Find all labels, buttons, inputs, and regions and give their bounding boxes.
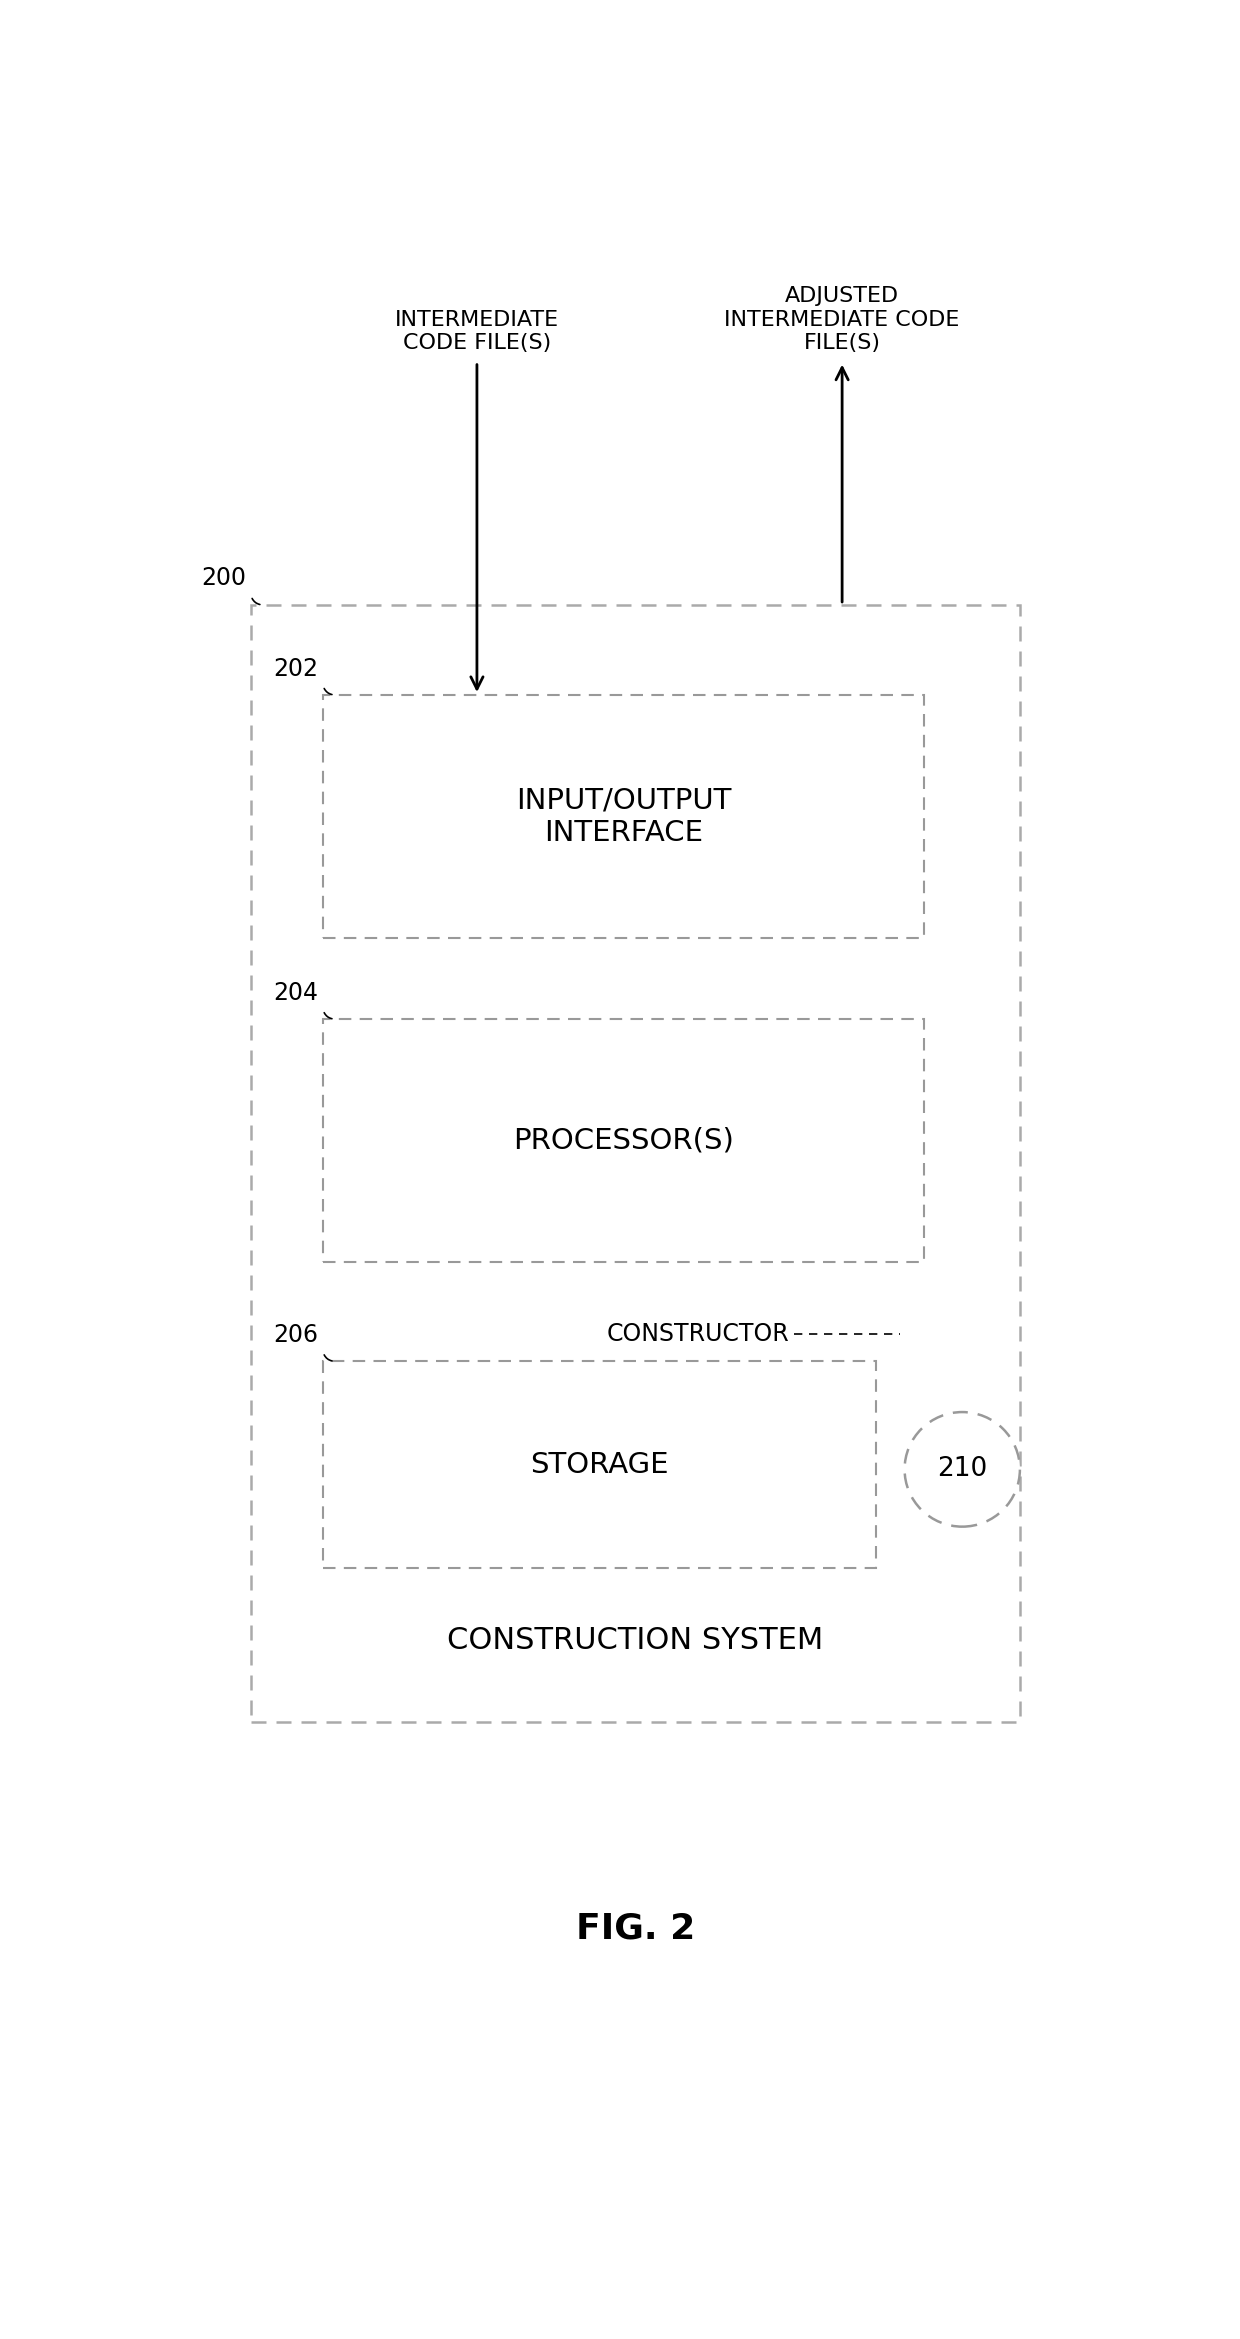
Text: PROCESSOR(S): PROCESSOR(S) bbox=[513, 1127, 734, 1155]
Text: CONSTRUCTOR: CONSTRUCTOR bbox=[606, 1322, 789, 1347]
Bar bbox=[324, 1361, 875, 1569]
Bar bbox=[250, 606, 1021, 1722]
Text: 200: 200 bbox=[201, 566, 247, 589]
Text: CONSTRUCTION SYSTEM: CONSTRUCTION SYSTEM bbox=[448, 1626, 823, 1656]
Text: 206: 206 bbox=[273, 1324, 319, 1347]
Text: ADJUSTED
INTERMEDIATE CODE
FILE(S): ADJUSTED INTERMEDIATE CODE FILE(S) bbox=[724, 285, 960, 353]
Bar bbox=[324, 695, 924, 938]
Text: 202: 202 bbox=[273, 657, 319, 681]
Text: 204: 204 bbox=[273, 980, 319, 1006]
Text: STORAGE: STORAGE bbox=[531, 1450, 668, 1478]
Text: FIG. 2: FIG. 2 bbox=[575, 1911, 696, 1946]
Ellipse shape bbox=[905, 1413, 1019, 1527]
Text: INTERMEDIATE
CODE FILE(S): INTERMEDIATE CODE FILE(S) bbox=[394, 309, 559, 353]
Text: 210: 210 bbox=[937, 1457, 987, 1483]
Text: INPUT/OUTPUT
INTERFACE: INPUT/OUTPUT INTERFACE bbox=[516, 786, 732, 847]
Bar bbox=[324, 1020, 924, 1263]
